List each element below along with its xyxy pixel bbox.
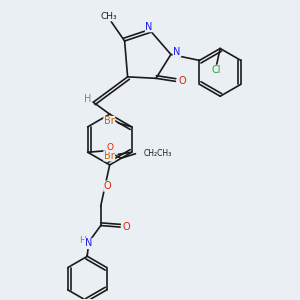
- Text: Br: Br: [104, 151, 115, 161]
- Text: N: N: [85, 238, 92, 248]
- Text: CH₂CH₃: CH₂CH₃: [144, 148, 172, 158]
- Text: O: O: [123, 222, 130, 232]
- Text: O: O: [178, 76, 186, 86]
- Text: CH₃: CH₃: [100, 12, 117, 21]
- Text: H: H: [79, 236, 86, 245]
- Text: O: O: [104, 181, 111, 191]
- Text: Br: Br: [104, 116, 115, 127]
- Text: O: O: [106, 143, 113, 152]
- Text: N: N: [173, 47, 181, 57]
- Text: H: H: [84, 94, 91, 103]
- Text: N: N: [146, 22, 153, 32]
- Text: Cl: Cl: [212, 65, 221, 75]
